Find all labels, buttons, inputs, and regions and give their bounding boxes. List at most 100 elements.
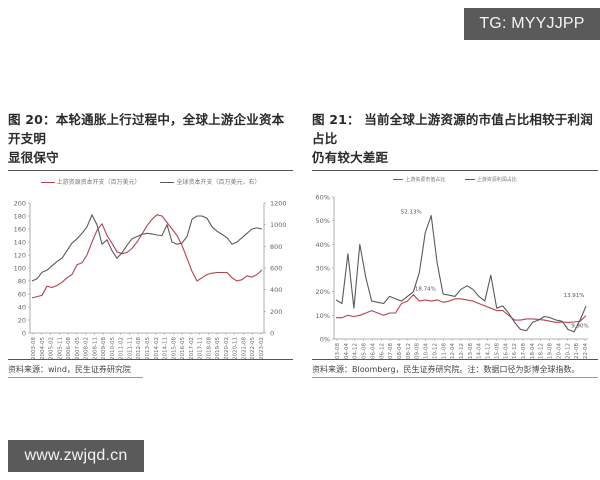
figure-21-panel: 图 21： 当前全球上游资源的市值占比相较于利润占比 仍有较大差距 上游资源市值…	[312, 110, 598, 378]
x-tick-label: 2022-04	[583, 343, 589, 359]
y-tick-label: 140	[14, 239, 26, 247]
legend-label: 全球资本开支（百万美元，右）	[176, 179, 261, 186]
x-tick-label: 2010-04	[424, 343, 430, 359]
y-tick-label: 50%	[316, 217, 330, 225]
x-tick-label: 2020-11	[233, 337, 239, 359]
figure-20-title-line2: 显很保守	[8, 150, 59, 165]
x-tick-label: 2019-08	[548, 343, 554, 359]
x-tick-label: 2014-04	[477, 343, 483, 359]
x-tick-label: 2012-04	[450, 343, 456, 359]
watermark-telegram: TG: MYYJJPP	[464, 8, 600, 40]
x-tick-label: 2010-12	[432, 343, 438, 359]
x-tick-label: 2013-05	[145, 337, 151, 359]
x-tick-label: 2023-02	[259, 337, 265, 359]
y-tick-label: 30%	[316, 265, 330, 273]
x-tick-label: 2018-04	[530, 343, 536, 359]
x-tick-label: 2022-05	[250, 337, 256, 359]
y-tick-label-right: 1200	[270, 200, 287, 208]
share-line-chart-svg: 0% 10% 20% 30% 40% 50% 60% 2003-08 2004-04 2004-1…	[316, 194, 589, 360]
y-tick-label: 80	[18, 278, 26, 286]
y-tick-label: 200	[14, 200, 26, 208]
y-tick-label: 40	[18, 304, 26, 312]
data-annotation: 9.90%	[571, 324, 588, 330]
source-bottom-rule	[8, 377, 143, 378]
x-tick-label: 2011-11	[127, 337, 133, 359]
y-tick-label: 40%	[316, 241, 330, 249]
share-chart: 上游资源市值占比 上游资源利润占比 0% 10% 20% 30% 40% 50% 60% 20…	[312, 171, 598, 359]
figure-20-panel: 图 20：本轮通胀上行过程中，全球上游企业资本开支明 显很保守 上游资源资本开支…	[8, 110, 293, 378]
figure-21-title: 图 21： 当前全球上游资源的市值占比相较于利润占比 仍有较大差距	[312, 110, 598, 167]
x-tick-label: 2017-08	[521, 343, 527, 359]
x-tick-label: 2015-08	[494, 343, 500, 359]
x-tick-label: 2008-11	[92, 337, 98, 359]
source-divider	[8, 359, 293, 360]
x-tick-label: 2014-11	[163, 337, 169, 359]
x-tick-label: 2004-04	[344, 343, 350, 359]
y-tick-label: 10%	[316, 312, 330, 320]
series-line	[31, 214, 263, 282]
legend-swatch-red	[393, 178, 404, 181]
x-tick-label: 2013-08	[468, 343, 474, 359]
x-tick-label: 2014-12	[486, 343, 492, 359]
x-tick-label: 2020-12	[565, 343, 571, 359]
y-tick-label-right: 600	[270, 265, 282, 273]
x-tick-label: 2014-02	[154, 337, 160, 359]
x-tick-label: 2003-08	[31, 337, 37, 359]
x-tick-label: 2015-08	[171, 337, 177, 359]
y-tick-label: 100	[14, 265, 26, 273]
x-tick-label: 2007-08	[388, 343, 394, 359]
x-tick-label: 2010-05	[110, 337, 116, 359]
y-tick-label: 160	[14, 226, 26, 234]
watermark-website: www.zwjqd.cn	[8, 440, 144, 472]
y-tick-label: 0%	[320, 336, 330, 344]
series-line	[335, 215, 587, 333]
data-annotation: 18.74%	[415, 287, 436, 293]
share-chart-legend: 上游资源市值占比 上游资源利润占比	[312, 176, 598, 183]
x-tick-label: 2012-12	[459, 343, 465, 359]
x-tick-label: 2019-05	[215, 337, 221, 359]
y-tick-label-right: 1000	[270, 221, 287, 229]
x-tick-label: 2008-04	[397, 343, 403, 359]
x-tick-label: 2009-08	[415, 343, 421, 359]
x-tick-label: 2005-02	[49, 337, 55, 359]
x-tick-label: 2004-05	[40, 337, 46, 359]
y-tick-label: 0	[22, 330, 26, 338]
x-tick-label: 2020-02	[224, 337, 230, 359]
x-tick-label: 2006-04	[370, 343, 376, 359]
y-tick-label: 120	[14, 252, 26, 260]
x-tick-label: 2006-12	[379, 343, 385, 359]
title-divider	[8, 170, 293, 171]
x-tick-label: 2011-02	[119, 337, 125, 359]
legend-item-market-cap-share: 上游资源市值占比	[393, 176, 445, 183]
legend-swatch-gray	[160, 181, 175, 184]
capex-chart: 上游资源资本开支（百万美元） 全球资本开支（百万美元，右） 0 20 40 60 80 1…	[8, 171, 293, 359]
legend-item-profit-share: 上游资源利润占比	[464, 176, 517, 183]
legend-item-global-capex: 全球资本开支（百万美元，右）	[160, 177, 260, 186]
legend-label: 上游资源市值占比	[405, 177, 446, 183]
y-tick-label-right: 800	[270, 243, 282, 251]
x-tick-label: 2016-12	[512, 343, 518, 359]
source-bottom-rule	[312, 377, 598, 378]
x-tick-label: 2005-11	[57, 337, 63, 359]
x-tick-label: 2017-02	[189, 337, 195, 359]
x-tick-label: 2005-08	[362, 343, 368, 359]
y-tick-label: 180	[14, 213, 26, 221]
data-annotation: 13.91%	[564, 293, 585, 299]
x-tick-label: 2018-12	[539, 343, 545, 359]
y-tick-label-right: 200	[270, 308, 282, 316]
y-tick-label: 60	[18, 291, 26, 299]
series-line	[336, 294, 587, 323]
y-tick-label: 20	[18, 317, 26, 325]
x-tick-label: 2021-08	[574, 343, 580, 359]
figure-21-title-line1: 图 21： 当前全球上游资源的市值占比相较于利润占比	[312, 112, 593, 146]
source-divider	[312, 359, 598, 360]
figure-20-title: 图 20：本轮通胀上行过程中，全球上游企业资本开支明 显很保守	[8, 110, 293, 167]
y-tick-label: 20%	[316, 288, 330, 296]
title-divider	[312, 170, 598, 171]
x-tick-label: 2020-04	[556, 343, 562, 359]
x-tick-label: 2008-02	[84, 337, 90, 359]
x-tick-label: 2004-12	[353, 343, 359, 359]
capex-chart-legend: 上游资源资本开支（百万美元） 全球资本开支（百万美元，右）	[8, 177, 293, 186]
x-tick-label: 2009-08	[101, 337, 107, 359]
figure-20-title-line1: 图 20：本轮通胀上行过程中，全球上游企业资本开支明	[8, 112, 285, 146]
